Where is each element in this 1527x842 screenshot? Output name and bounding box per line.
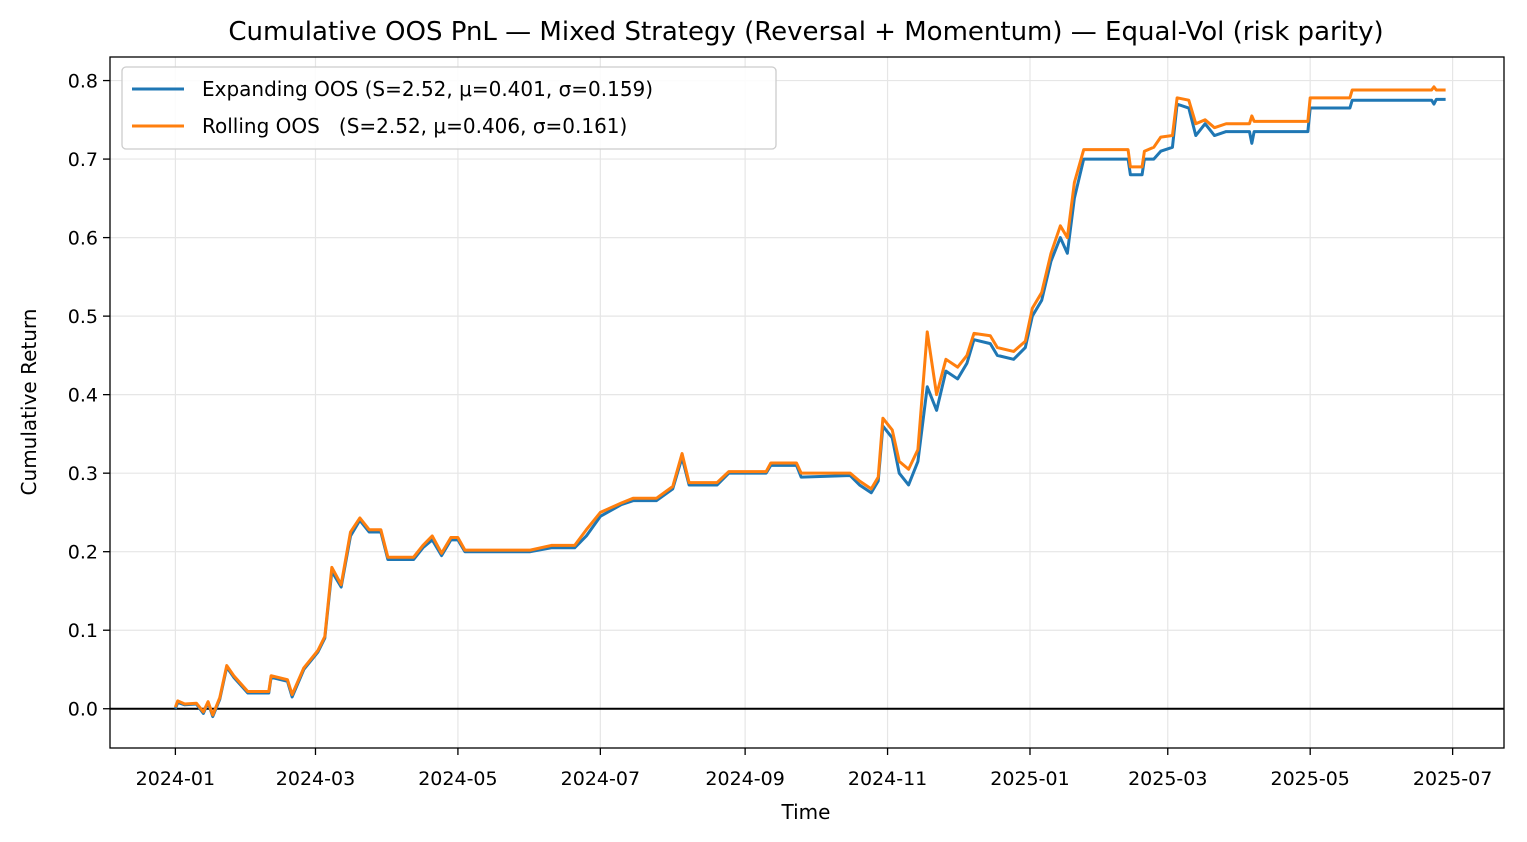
x-tick-label: 2025-07 — [1413, 768, 1492, 790]
legend-label-expanding: Expanding OOS (S=2.52, μ=0.401, σ=0.159) — [202, 77, 653, 101]
series-line-expanding — [173, 97, 1446, 719]
x-axis-title: Time — [781, 800, 831, 824]
x-tick-label: 2025-03 — [1128, 768, 1207, 790]
legend-box — [121, 66, 777, 150]
x-tick-label: 2024-05 — [418, 768, 497, 790]
x-axis: 2024-01 2024-03 2024-05 2024-07 2024-09 2024-… — [136, 748, 1492, 790]
y-tick-label: 0.8 — [68, 71, 98, 93]
y-tick-label: 0.2 — [68, 542, 98, 564]
series-layer — [173, 85, 1446, 719]
grid — [110, 57, 1504, 748]
y-tick-label: 0.4 — [68, 385, 98, 407]
y-tick-label: 0.1 — [68, 620, 98, 642]
x-tick-label: 2025-05 — [1270, 768, 1349, 790]
x-tick-label: 2024-07 — [561, 768, 640, 790]
y-tick-label: 0.7 — [68, 149, 98, 171]
y-tick-label: 0.3 — [68, 463, 98, 485]
x-tick-label: 2024-11 — [848, 768, 927, 790]
y-tick-label: 0.6 — [68, 228, 98, 250]
y-axis: 0.0 0.1 0.2 0.3 0.4 0.5 0.6 0.7 0.8 — [68, 71, 110, 721]
legend-label-rolling: Rolling OOS (S=2.52, μ=0.406, σ=0.161) — [202, 114, 627, 138]
y-tick-label: 0.5 — [68, 306, 98, 328]
x-tick-label: 2024-01 — [136, 768, 215, 790]
plot-frame — [109, 56, 1505, 749]
series-line-rolling — [173, 85, 1446, 717]
legend: Expanding OOS (S=2.52, μ=0.401, σ=0.159)… — [121, 66, 777, 150]
y-axis-title: Cumulative Return — [17, 309, 41, 496]
x-tick-label: 2024-09 — [705, 768, 784, 790]
x-tick-label: 2025-01 — [990, 768, 1069, 790]
x-tick-label: 2024-03 — [276, 768, 355, 790]
y-tick-label: 0.0 — [68, 699, 98, 721]
chart-title: Cumulative OOS PnL — Mixed Strategy (Rev… — [228, 17, 1383, 47]
